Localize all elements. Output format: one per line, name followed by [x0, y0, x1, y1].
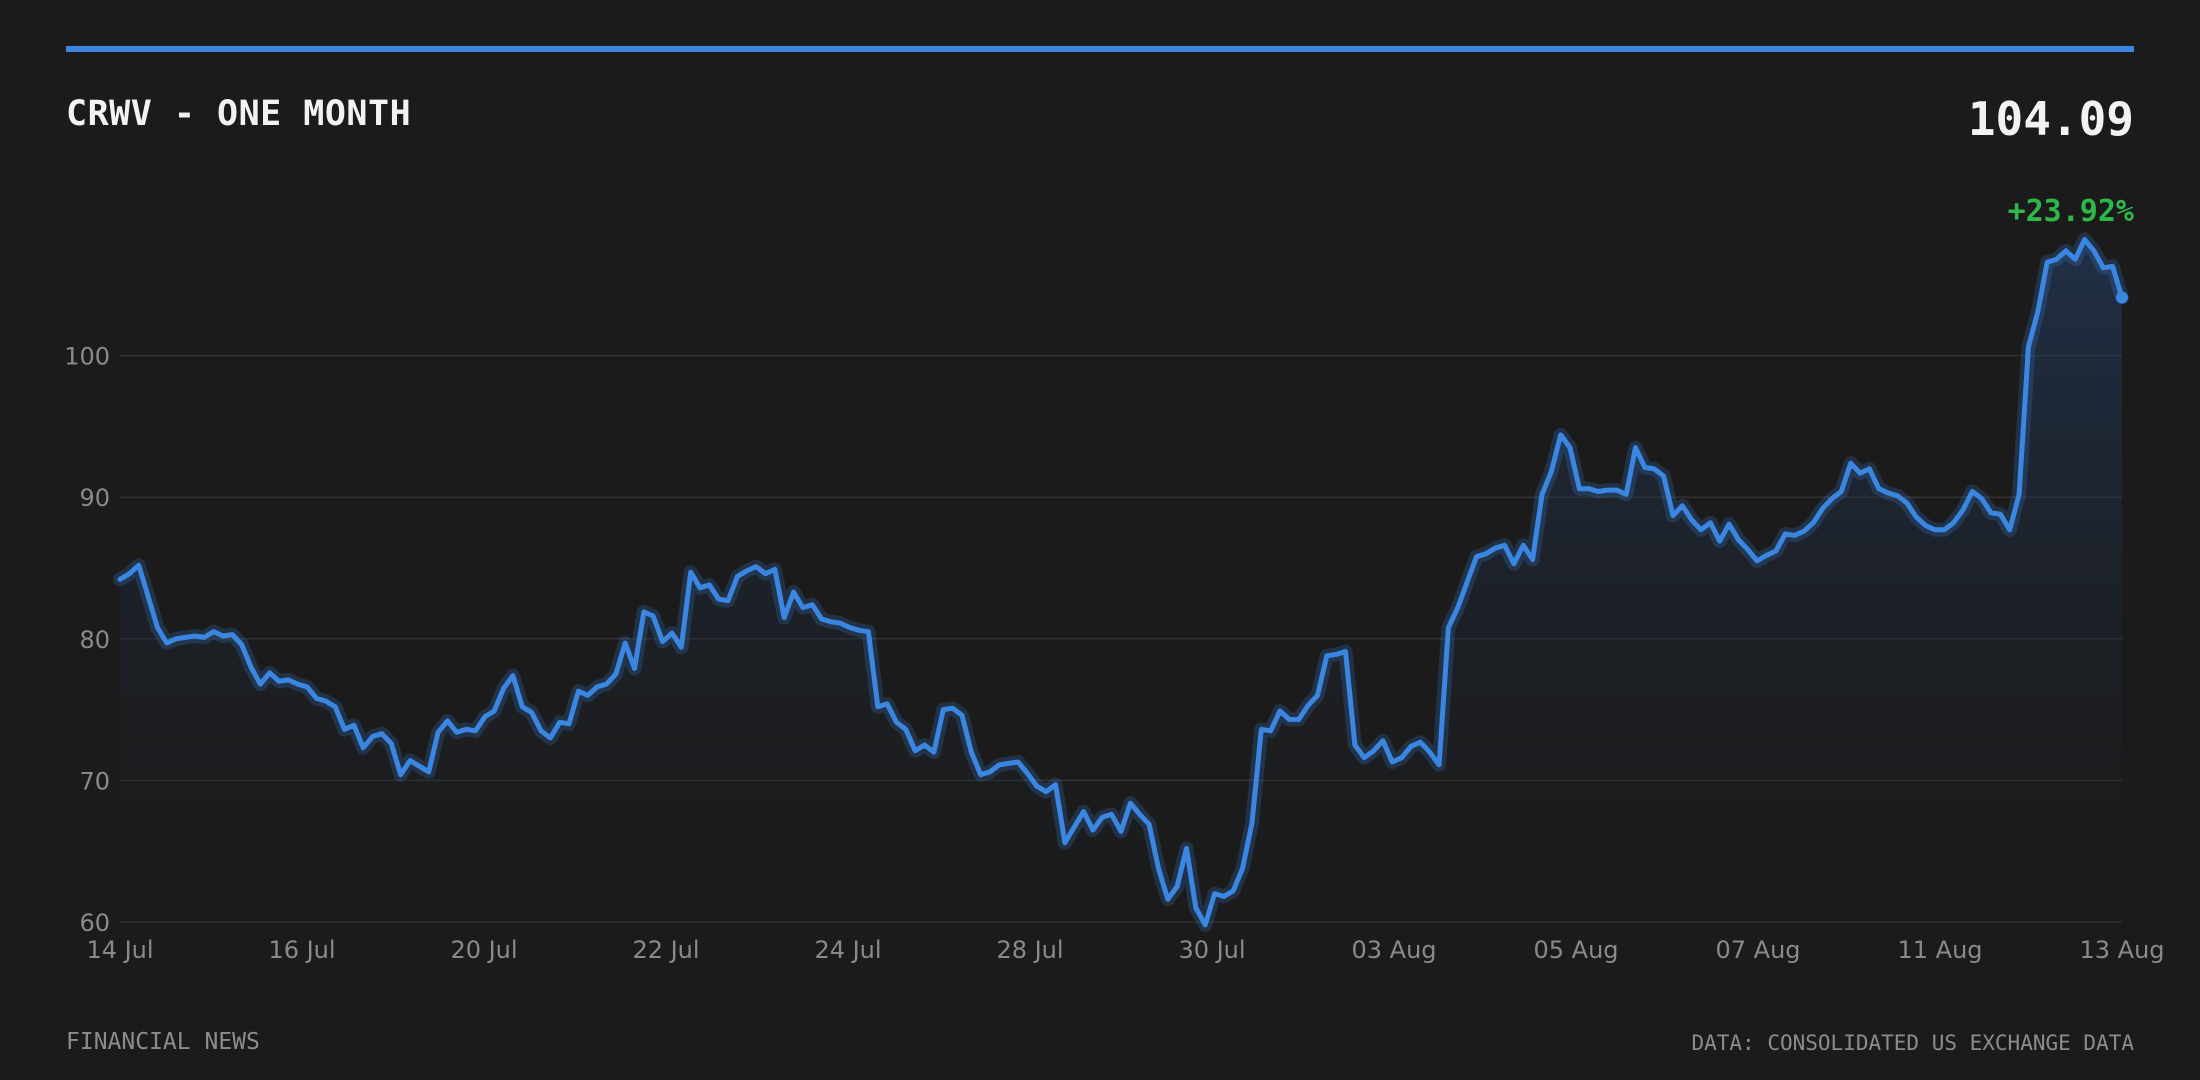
price-chart: 60 70 80 90 100 14 Jul 16 Jul 20 Jul 22 Jul 24 J…	[64, 232, 2165, 964]
x-tick-label: 16 Jul	[268, 936, 335, 964]
top-accent-rule	[66, 46, 2134, 52]
x-tick-label: 24 Jul	[814, 936, 881, 964]
y-tick-label: 70	[79, 767, 110, 795]
chart-title: CRWV - ONE MONTH	[66, 94, 412, 134]
y-axis-ticks: 60 70 80 90 100	[64, 343, 110, 937]
x-tick-label: 22 Jul	[632, 936, 699, 964]
last-price-dot	[2116, 291, 2128, 304]
footer-data-credit: DATA: CONSOLIDATED US EXCHANGE DATA	[1691, 1031, 2134, 1055]
x-tick-label: 14 Jul	[86, 936, 153, 964]
x-tick-label: 05 Aug	[1533, 936, 1618, 964]
x-tick-label: 28 Jul	[996, 936, 1063, 964]
footer-source-label: FINANCIAL NEWS	[66, 1029, 260, 1055]
x-tick-label: 20 Jul	[450, 936, 517, 964]
x-tick-label: 03 Aug	[1351, 936, 1436, 964]
x-tick-label: 30 Jul	[1178, 936, 1245, 964]
y-tick-label: 90	[79, 484, 110, 512]
price-line	[117, 237, 2125, 928]
y-tick-label: 100	[64, 343, 110, 371]
x-tick-label: 11 Aug	[1897, 936, 1982, 964]
price-change-percent: +23.92%	[2007, 194, 2134, 229]
x-tick-label: 13 Aug	[2079, 936, 2164, 964]
x-axis-ticks: 14 Jul 16 Jul 20 Jul 22 Jul 24 Jul 28 Jul 30 J…	[86, 936, 2164, 964]
y-tick-label: 60	[79, 909, 110, 937]
x-tick-label: 07 Aug	[1715, 936, 1800, 964]
current-price: 104.09	[1967, 92, 2134, 146]
y-tick-label: 80	[79, 626, 110, 654]
price-area-fill	[120, 239, 2122, 925]
